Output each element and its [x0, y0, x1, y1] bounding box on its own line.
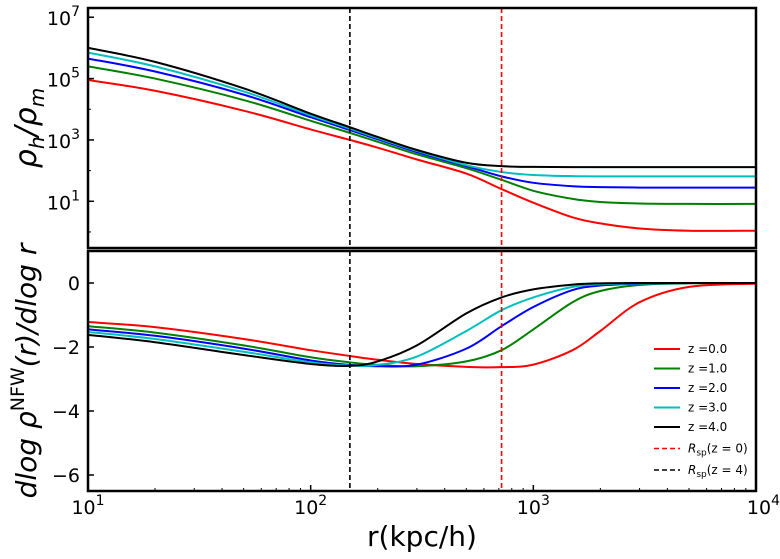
bottom-vlines-group	[349, 251, 503, 491]
x-axis-label: r(kpc/h)	[367, 520, 477, 553]
bottom-series-line	[88, 282, 756, 368]
legend-label: z =2.0	[688, 381, 727, 395]
bottom-plot-frame	[86, 249, 758, 493]
legend-label: z =1.0	[688, 362, 727, 376]
top-series-line	[88, 79, 756, 232]
bottom-ytick-label: −2	[52, 337, 80, 359]
top-panel: 101 103 105 107 ρh/ρm	[9, 4, 758, 250]
legend-label: Rsp(z = 0)	[688, 442, 748, 459]
top-series-line	[88, 51, 756, 178]
bottom-yticks-group: 0 −2 −4 −6	[52, 273, 94, 487]
legend: z =0.0 z =1.0 z =2.0 z =3.0 z =4.0 Rsp(z = 0)…	[654, 342, 748, 480]
bottom-series-line	[88, 282, 756, 369]
top-ytick-label: 101	[47, 188, 80, 214]
legend-label: z =3.0	[688, 401, 727, 415]
top-series-line	[88, 65, 756, 205]
xtick-label: 103	[517, 493, 550, 519]
top-ytick-label: 103	[47, 127, 80, 153]
bottom-series-line	[88, 281, 756, 368]
xtick-label: 101	[71, 493, 104, 519]
bottom-ytick-label: 0	[68, 273, 80, 295]
top-ytick-label: 107	[47, 4, 80, 30]
bottom-ytick-label: −4	[52, 401, 80, 423]
bottom-ytick-label: −6	[52, 465, 80, 487]
bottom-y-axis-label: dlog ρNFW(r)/dlog r	[7, 242, 43, 498]
legend-label: z =4.0	[688, 420, 727, 434]
top-y-axis-label: ρh/ρm	[9, 88, 49, 168]
top-series-group	[88, 46, 756, 232]
top-plot-frame	[86, 6, 758, 250]
bottom-xticks-group: 101 102 103 104	[71, 485, 780, 519]
top-series-line	[88, 46, 756, 169]
top-yticks-group: 101 103 105 107	[47, 4, 94, 233]
xtick-label: 102	[294, 493, 327, 519]
legend-label: z =0.0	[688, 342, 727, 356]
top-vlines-group	[349, 8, 503, 248]
bottom-series-group	[88, 281, 756, 369]
bottom-panel: 0 −2 −4 −6 101 102 103 104 dlog ρNFW(r)/dlog r…	[7, 242, 780, 553]
legend-label: Rsp(z = 4)	[688, 463, 748, 480]
xtick-label: 104	[747, 493, 780, 519]
top-ytick-label: 105	[47, 66, 80, 92]
